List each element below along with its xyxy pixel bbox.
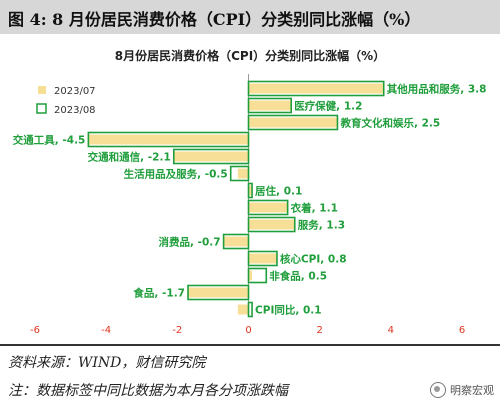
bar-2023-08 — [247, 114, 339, 131]
bar-2023-08 — [247, 199, 289, 216]
remark-note: 注：数据标签中同比数据为本月各分项涨跌幅 — [8, 383, 288, 399]
data-label: 医疗保健, 1.2 — [294, 100, 362, 113]
bar-2023-07 — [223, 236, 249, 247]
figure-header: 图 4: 8 月份居民消费价格（CPI）分类别同比涨幅（%） — [0, 0, 500, 34]
data-label: 衣着, 1.1 — [291, 202, 338, 215]
bar-2023-07 — [248, 100, 292, 111]
legend-label-2023-07: 2023/07 — [54, 86, 96, 97]
figure-divider — [0, 344, 500, 346]
bar-2023-08 — [87, 131, 250, 148]
data-label: 其他用品和服务, 3.8 — [387, 83, 487, 96]
x-tick-label: -4 — [101, 325, 111, 336]
bar-2023-07 — [248, 219, 295, 230]
legend-swatch-2023-07 — [38, 86, 46, 94]
data-label: 居住, 0.1 — [255, 185, 302, 198]
bar-2023-08 — [247, 216, 296, 233]
bar-2023-07 — [237, 168, 249, 179]
x-tick-label: 0 — [245, 325, 251, 336]
bar-2023-07 — [237, 304, 249, 315]
data-label: CPI同比, 0.1 — [255, 304, 322, 317]
bar-2023-07 — [248, 117, 338, 128]
bar-2023-08 — [229, 165, 250, 182]
bar-2023-07 — [188, 287, 249, 298]
bar-2023-07 — [248, 202, 288, 213]
x-tick-label: -2 — [172, 325, 182, 336]
data-label: 服务, 1.3 — [298, 219, 345, 232]
bar-2023-08 — [222, 233, 250, 250]
source-note: 资料来源：WIND，财信研究院 — [8, 355, 206, 371]
bar-2023-08 — [187, 284, 250, 301]
bar-2023-08 — [247, 80, 385, 97]
data-label: 教育文化和娱乐, 2.5 — [339, 117, 440, 130]
data-label: 核心CPI, 0.8 — [280, 253, 347, 266]
data-label: 生活用品及服务, -0.5 — [124, 168, 228, 181]
bar-2023-08 — [247, 97, 293, 114]
legend-label-2023-08: 2023/08 — [54, 105, 96, 116]
figure-title: 图 4: 8 月份居民消费价格（CPI）分类别同比涨幅（%） — [8, 10, 421, 29]
bar-2023-07 — [248, 83, 384, 94]
x-tick-label: 6 — [459, 325, 465, 336]
data-label: 消费品, -0.7 — [158, 236, 220, 249]
watermark-text: 明察宏观 — [450, 384, 494, 397]
watermark: 明察宏观 — [430, 382, 494, 398]
x-tick-label: 2 — [316, 325, 322, 336]
data-label: 非食品, 0.5 — [269, 270, 327, 283]
data-label: 食品, -1.7 — [132, 287, 185, 300]
wechat-icon — [430, 382, 446, 398]
data-label: 交通和通信, -2.1 — [88, 151, 171, 164]
bar-2023-07 — [248, 253, 277, 264]
x-tick-label: 4 — [388, 325, 394, 336]
bar-2023-08 — [247, 267, 268, 284]
data-label: 交通工具, -4.5 — [13, 134, 86, 147]
bar-2023-08 — [172, 148, 250, 165]
bar-2023-07 — [248, 185, 253, 196]
x-tick-label: -6 — [30, 325, 40, 336]
bar-2023-07 — [173, 151, 249, 162]
bar-2023-08 — [247, 182, 253, 199]
bar-2023-07 — [248, 270, 253, 281]
cpi-bar-chart: 8月份居民消费价格（CPI）分类别同比涨幅（%） 其他用品和服务, 3.8 医疗保健… — [13, 48, 487, 336]
bar-2023-08 — [247, 250, 278, 267]
legend-swatch-2023-08 — [36, 103, 47, 114]
bar-2023-08 — [247, 301, 253, 318]
chart-title: 8月份居民消费价格（CPI）分类别同比涨幅（%） — [115, 48, 385, 63]
bar-2023-07 — [88, 134, 249, 145]
